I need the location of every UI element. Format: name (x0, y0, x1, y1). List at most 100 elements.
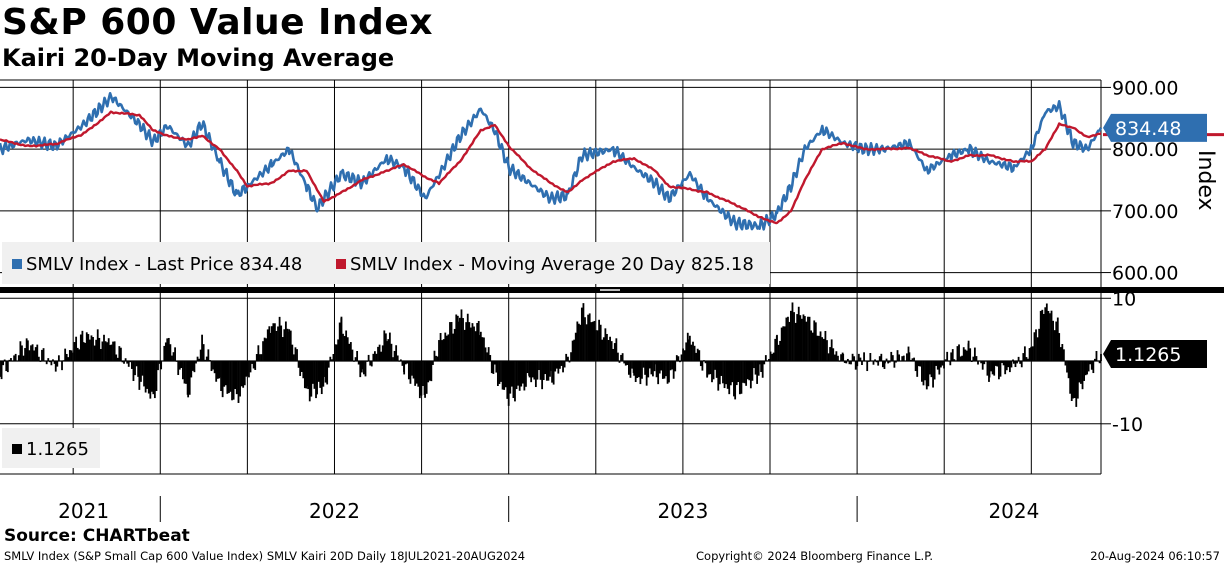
kairi-bar (598, 319, 601, 362)
kairi-bar (124, 358, 127, 362)
kairi-bar (797, 306, 800, 362)
kairi-bar (802, 314, 805, 362)
kairi-bar (760, 361, 763, 373)
kairi-bar (777, 344, 780, 362)
kairi-bar (617, 352, 619, 362)
kairi-bar (398, 361, 401, 362)
footer-description: SMLV Index (S&P Small Cap 600 Value Inde… (4, 549, 526, 563)
kairi-bar (803, 316, 806, 362)
kairi-bar (207, 349, 210, 362)
kairi-bar (988, 361, 991, 378)
kairi-bar (198, 358, 201, 362)
ylabel-index: Index (1193, 150, 1218, 211)
kairi-bar (534, 361, 537, 388)
kairi-bar (890, 351, 893, 362)
kairi-bar (469, 327, 472, 362)
kairi-bar (428, 361, 431, 381)
kairi-bar (193, 361, 196, 373)
kairi-bar (500, 361, 502, 382)
kairi-bar (141, 361, 144, 376)
kairi-bar (56, 361, 59, 367)
kairi-bar (3, 359, 6, 362)
kairi-bar (706, 361, 709, 377)
kairi-bar (1089, 361, 1092, 365)
kairi-bar (726, 361, 729, 389)
kairi-bar (5, 361, 8, 372)
kairi-bar (645, 361, 648, 386)
kairi-bar (93, 345, 96, 362)
kairi-bar (96, 329, 99, 362)
kairi-bar (590, 322, 593, 362)
chart-subtitle: Kairi 20-Day Moving Average (2, 44, 395, 72)
chart-title: S&P 600 Value Index (2, 2, 433, 43)
kairi-bar (574, 332, 577, 362)
kairi-bar (240, 361, 243, 387)
kairi-bar (73, 342, 76, 362)
kairi-bar (140, 361, 142, 382)
kairi-bar (75, 336, 78, 362)
kairi-bar (682, 348, 684, 362)
kairi-bar (753, 361, 755, 369)
kairi-bar (291, 344, 294, 362)
kairi-bar (853, 356, 856, 362)
kairi-bar (98, 337, 101, 362)
kairi-bar (36, 344, 39, 362)
kairi-bar (881, 361, 884, 368)
kairi-bar (1092, 361, 1095, 374)
kairi-bar (790, 310, 792, 362)
kairi-bar (866, 361, 869, 372)
legend-lower: 1.1265 (2, 428, 100, 468)
kairi-bar (1027, 358, 1029, 362)
kairi-bar (1056, 317, 1059, 362)
kairi-bar (650, 361, 653, 375)
kairi-bar (951, 349, 954, 362)
kairi-bar (506, 361, 509, 399)
kairi-bar (591, 321, 594, 362)
kairi-bar (613, 343, 616, 362)
kairi-bar (1045, 303, 1048, 362)
kairi-bar (216, 361, 219, 379)
kairi-bar (906, 353, 908, 362)
kairi-bar (972, 356, 975, 362)
kairi-bar (515, 361, 518, 390)
kairi-bar (579, 324, 582, 362)
kairi-bar (940, 361, 942, 368)
kairi-bar (1004, 361, 1007, 375)
kairi-bar (10, 358, 12, 362)
kairi-bar (26, 340, 29, 362)
kairi-bar (484, 347, 487, 362)
kairi-bar (1049, 313, 1051, 362)
kairi-bar (690, 344, 693, 362)
kairi-bar (554, 361, 557, 372)
kairi-bar (734, 361, 737, 400)
kairi-bar (1086, 361, 1088, 375)
kairi-bar (703, 360, 705, 362)
kairi-bar (313, 361, 316, 389)
price-badge: 834.48 (1103, 113, 1207, 142)
kairi-bar (984, 361, 987, 362)
kairi-bar (88, 339, 91, 362)
kairi-bar (346, 337, 349, 362)
kairi-bar (1067, 361, 1070, 379)
kairi-bar (722, 361, 724, 384)
kairi-bar (50, 361, 53, 366)
kairi-bar (794, 322, 797, 362)
kairi-bar (514, 361, 516, 402)
kairi-bar (412, 361, 415, 379)
kairi-bar (449, 322, 451, 362)
kairi-bar (22, 355, 25, 362)
kairi-bar (780, 327, 783, 362)
kairi-bar (570, 352, 572, 362)
kairi-bar (810, 330, 813, 362)
kairi-bar (171, 355, 173, 362)
kairi-bar (568, 361, 571, 363)
kairi-bar (562, 361, 564, 373)
kairi-bar (357, 361, 360, 365)
kairi-bar (54, 361, 57, 372)
kairi-bar (595, 330, 597, 362)
kairi-bar (685, 342, 688, 362)
source-note: Source: CHARTbeat (4, 526, 190, 546)
kairi-bar (85, 332, 88, 362)
kairi-bar (424, 361, 426, 398)
kairi-bar (573, 339, 576, 362)
